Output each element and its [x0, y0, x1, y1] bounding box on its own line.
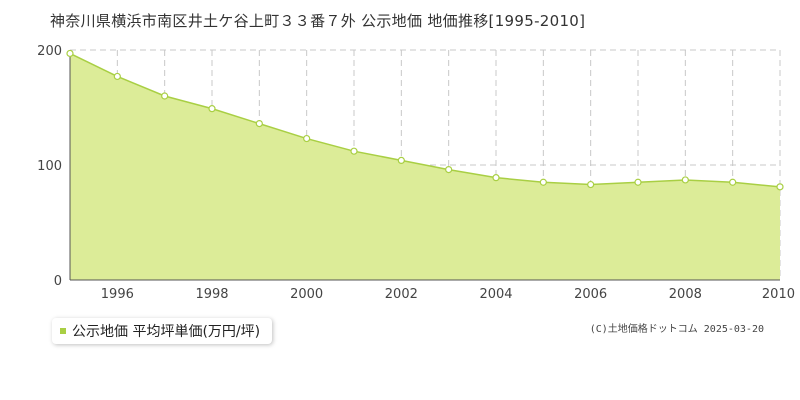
x-tick-label: 1998: [195, 287, 228, 302]
data-point: [634, 178, 642, 186]
data-point: [66, 49, 74, 58]
data-point: [729, 178, 737, 186]
y-tick-label: 100: [37, 159, 62, 174]
y-tick-label: 200: [37, 44, 62, 59]
legend-swatch: [60, 328, 66, 334]
x-tick-label: 1996: [101, 287, 134, 302]
copyright-text: (C)土地価格ドットコム 2025-03-20: [589, 324, 764, 335]
data-point: [208, 105, 216, 113]
data-point: [161, 92, 169, 100]
data-point: [587, 180, 595, 189]
series-line: [69, 52, 781, 188]
marker-layer: [66, 49, 784, 191]
data-point: [776, 183, 784, 191]
tick-label-layer: 1996 1998 2000 2002 2004 2006 2008 2010 0 100 200: [37, 44, 795, 302]
data-point: [539, 178, 547, 186]
data-point: [350, 147, 358, 155]
chart-title: 神奈川県横浜市南区井土ケ谷上町３３番７外 公示地価 地価推移[1995-2010…: [50, 12, 586, 30]
data-point: [255, 119, 263, 128]
data-point: [303, 134, 311, 143]
legend-label: 公示地価 平均坪単価(万円/坪): [72, 324, 261, 340]
data-point: [113, 72, 121, 81]
data-point: [445, 166, 453, 174]
x-tick-label: 2004: [479, 287, 512, 302]
x-tick-label: 2000: [290, 287, 323, 302]
x-tick-label: 2010: [762, 287, 795, 302]
area-layer: [69, 52, 781, 281]
x-tick-label: 2002: [385, 287, 418, 302]
data-point: [681, 176, 689, 184]
y-tick-label: 0: [54, 274, 62, 289]
series-area: [70, 53, 780, 281]
x-tick-label: 2008: [669, 287, 702, 302]
x-tick-label: 2006: [574, 287, 607, 302]
data-point: [397, 156, 405, 164]
axis-layer: [69, 50, 780, 281]
legend: 公示地価 平均坪単価(万円/坪): [52, 318, 273, 344]
data-point: [492, 174, 500, 182]
